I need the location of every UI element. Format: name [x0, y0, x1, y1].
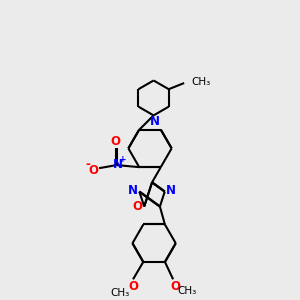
Text: O: O — [111, 135, 121, 148]
Text: CH₃: CH₃ — [191, 77, 211, 87]
Text: O: O — [88, 164, 98, 177]
Text: CH₃: CH₃ — [110, 288, 129, 298]
Text: O: O — [170, 280, 180, 293]
Text: +: + — [119, 155, 127, 164]
Text: N: N — [150, 115, 160, 128]
Text: CH₃: CH₃ — [178, 286, 197, 296]
Text: N: N — [128, 184, 138, 197]
Text: -: - — [85, 158, 90, 171]
Text: O: O — [128, 280, 138, 293]
Text: O: O — [132, 200, 142, 213]
Text: N: N — [166, 184, 176, 197]
Text: N: N — [112, 158, 123, 171]
